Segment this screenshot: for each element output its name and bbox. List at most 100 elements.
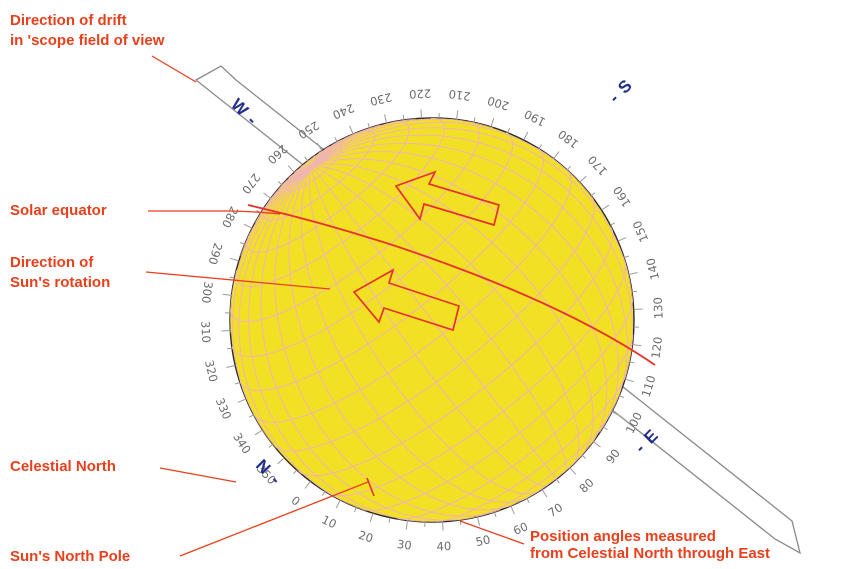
position-angle-label: 270 <box>239 171 263 197</box>
scale-tick <box>287 165 295 173</box>
longitude-line <box>311 165 567 473</box>
svg-text:S: S <box>614 76 635 97</box>
position-angle-label: 30 <box>396 537 412 553</box>
scale-tick <box>243 223 253 229</box>
scale-tick <box>473 117 476 123</box>
scale-tick <box>354 507 357 513</box>
position-angle-label: 20 <box>357 528 375 546</box>
scale-tick <box>566 165 571 171</box>
position-angle-label: 200 <box>486 93 511 113</box>
longitude-line <box>311 150 323 167</box>
scale-tick <box>569 467 577 475</box>
position-angle-label: 40 <box>436 539 451 554</box>
position-angle-label: 300 <box>199 281 216 304</box>
longitude-line <box>311 142 628 410</box>
scale-tick <box>611 411 621 417</box>
position-angle-label: 240 <box>331 101 357 122</box>
scale-tick <box>526 498 530 504</box>
longitude-line <box>293 165 312 173</box>
position-angle-label: 310 <box>198 321 213 344</box>
longitude-line <box>230 165 313 334</box>
callout-celestial-north: Celestial North <box>10 458 116 475</box>
position-angle-label: 0 <box>289 493 303 509</box>
scale-tick <box>632 344 642 347</box>
scale-tick <box>541 489 548 498</box>
longitude-line <box>278 165 313 190</box>
longitude-line <box>238 165 362 510</box>
position-angle-label: 110 <box>639 374 659 399</box>
position-angle-label: 10 <box>319 512 338 531</box>
longitude-line <box>260 165 476 521</box>
north-pole-marker <box>366 477 375 497</box>
scale-tick <box>335 499 341 509</box>
position-angle-label: 150 <box>630 219 651 245</box>
scale-tick <box>402 114 405 121</box>
position-angle-label: 70 <box>545 500 565 520</box>
scale-tick <box>263 192 272 199</box>
scale-tick <box>230 257 239 262</box>
scale-tick <box>476 516 480 526</box>
scale-tick <box>490 118 495 127</box>
longitude-line <box>311 151 619 433</box>
longitude-line <box>308 166 539 495</box>
position-angle-label: 330 <box>213 396 234 422</box>
scale-tick <box>388 517 391 523</box>
equator-leader <box>148 210 281 215</box>
position-angle-label: 50 <box>474 532 491 549</box>
position-angle-label: 90 <box>603 446 623 466</box>
longitude-line <box>311 134 634 375</box>
longitude-line <box>311 138 343 167</box>
position-angle-label: 230 <box>369 90 394 109</box>
callout-position-angles-line1: Position angles measured <box>530 528 716 545</box>
position-angle-label: 120 <box>649 336 666 359</box>
position-angle-leader <box>459 520 525 545</box>
position-angle-label: 130 <box>651 297 666 320</box>
longitude-line <box>311 132 357 167</box>
scale-tick <box>556 478 560 484</box>
position-angle-label: 190 <box>522 107 548 129</box>
longitude-line <box>311 165 580 466</box>
position-angle-label: 340 <box>230 430 254 456</box>
scale-tick <box>369 513 374 522</box>
callout-suns-north-pole: Sun's North Pole <box>10 548 130 565</box>
compass-south: - S <box>605 76 636 107</box>
scale-tick <box>237 398 247 403</box>
longitude-line <box>311 145 330 167</box>
position-angle-label: 290 <box>205 241 225 266</box>
scale-tick <box>601 204 610 211</box>
scale-tick <box>226 347 233 350</box>
rotation-leader <box>145 271 331 290</box>
scale-tick <box>456 110 459 120</box>
position-angle-label: 160 <box>610 184 634 210</box>
scale-tick <box>239 242 245 245</box>
scale-tick <box>581 454 587 459</box>
longitude-line <box>311 155 316 167</box>
longitude-line <box>300 165 531 503</box>
scale-tick <box>579 175 587 183</box>
scale-tick <box>510 505 515 515</box>
scale-tick <box>623 255 630 259</box>
scale-tick <box>334 136 338 142</box>
position-angle-label: 60 <box>511 519 530 538</box>
rotation-arrow-lower <box>352 268 461 332</box>
scale-tick <box>222 293 232 296</box>
callout-drift-line1: Direction of drift <box>10 12 127 29</box>
longitude-line <box>239 165 313 257</box>
longitude-line <box>311 124 381 167</box>
north-pole-leader <box>179 481 369 557</box>
callout-rotation-line2: Sun's rotation <box>10 274 110 291</box>
celestial-north-leader <box>159 467 237 483</box>
svg-text:-: - <box>631 439 648 456</box>
scale-tick <box>277 457 285 465</box>
scale-tick <box>321 491 326 496</box>
scale-tick <box>590 192 596 196</box>
longitude-line <box>311 121 592 196</box>
scale-tick <box>405 520 408 530</box>
longitude-line <box>307 160 313 167</box>
position-angle-label: 170 <box>585 153 610 179</box>
position-angle-label: 320 <box>202 359 221 384</box>
scale-tick <box>592 441 601 448</box>
callout-drift-line2: in 'scope field of view <box>10 32 165 49</box>
scale-tick <box>523 131 529 141</box>
scale-tick <box>619 395 625 398</box>
